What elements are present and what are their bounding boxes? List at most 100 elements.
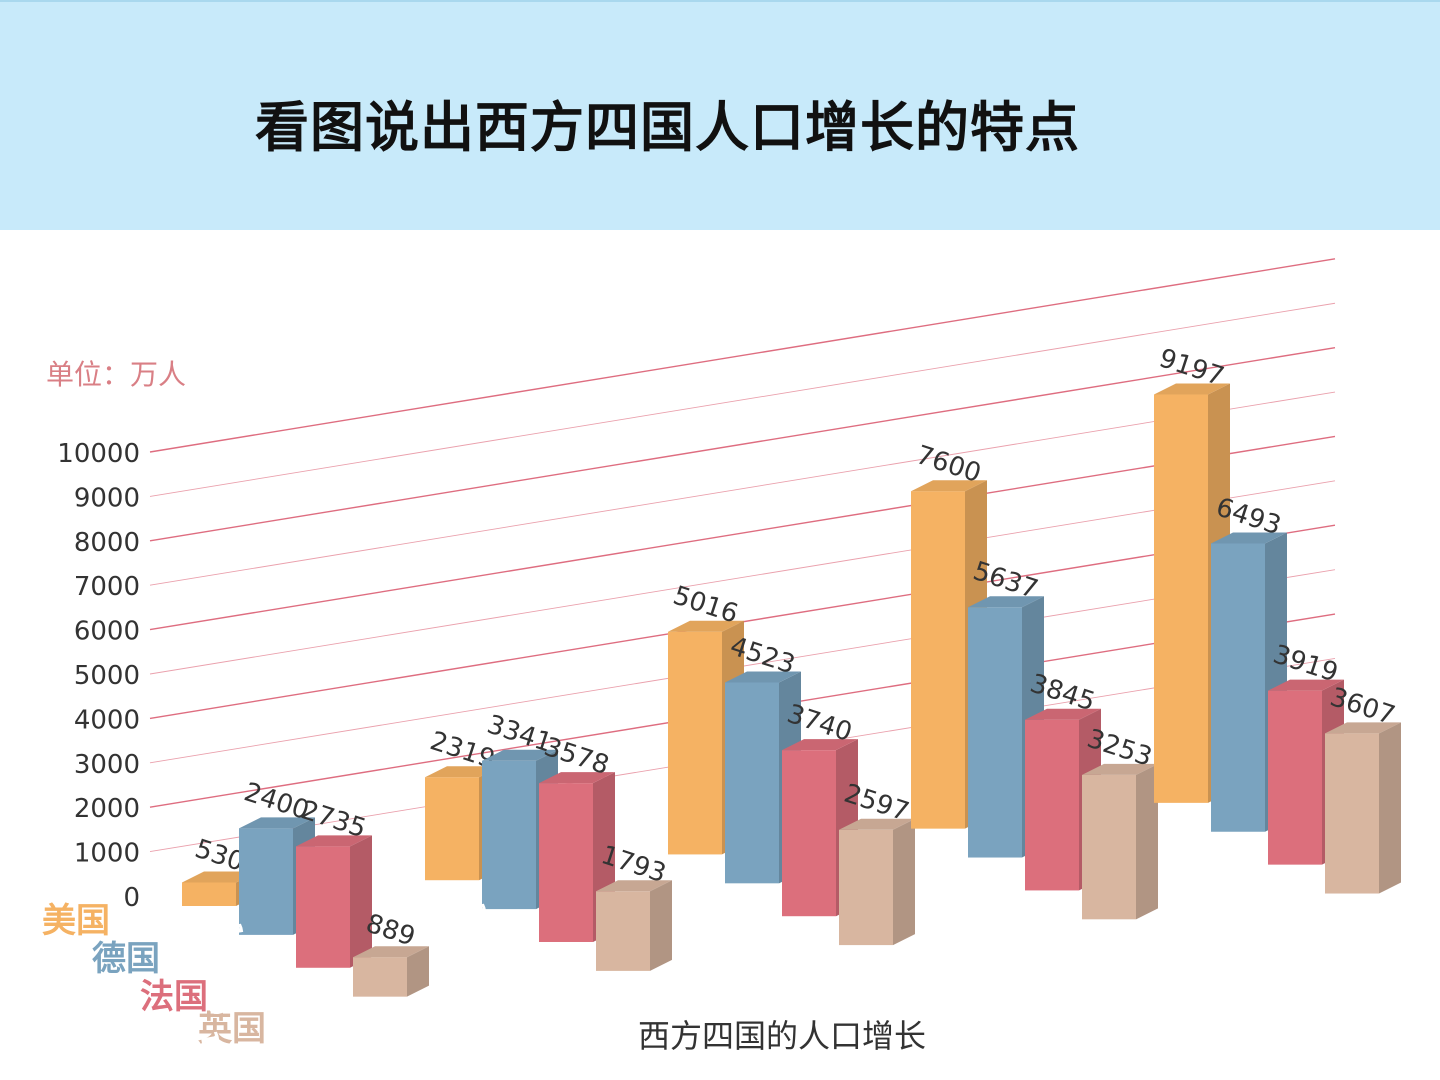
year-digit: 1	[1174, 916, 1204, 937]
bar-front	[1325, 733, 1379, 894]
bar-2-0	[296, 835, 372, 968]
bar-front	[596, 891, 650, 971]
bar-front	[1025, 719, 1079, 891]
y-tick-label: 9000	[74, 483, 140, 513]
bar-front	[911, 491, 965, 829]
year-digit: 1	[194, 1028, 224, 1049]
grid-layer	[149, 258, 1336, 853]
grid-line	[149, 346, 1336, 542]
bar-front	[353, 957, 407, 997]
bar-0-3	[911, 480, 987, 829]
grid-line	[149, 258, 1336, 453]
year-digit: 5	[445, 976, 475, 997]
year-digit: 9	[939, 898, 969, 919]
year-digit: 1	[704, 880, 734, 901]
bar-front	[482, 760, 536, 910]
series-label: 法国	[140, 977, 208, 1017]
bar-front	[239, 828, 293, 935]
year-digit: 0	[202, 996, 232, 1017]
bar-3-3	[1082, 763, 1158, 920]
y-tick-layer: 0 1000 2000 3000 4000 5000 6000 7000 8000 9000 100…	[57, 439, 140, 913]
year-digit: 8	[688, 956, 718, 977]
year-digit: 9	[1182, 878, 1212, 899]
bar-top	[668, 620, 744, 632]
bar-top	[296, 835, 372, 847]
bar-front	[182, 882, 236, 906]
bar-top	[782, 739, 858, 751]
bar-front	[839, 829, 893, 946]
bar-0-4	[1154, 383, 1230, 803]
year-digit: 1	[947, 860, 977, 881]
bar-top	[1025, 708, 1101, 720]
grid-line	[149, 435, 1336, 631]
chart-caption: 西方四国的人口增长	[638, 1017, 926, 1055]
bar-side	[1136, 763, 1158, 920]
grid-line	[149, 302, 1336, 497]
y-tick-label: 6000	[74, 617, 140, 647]
bar-front	[296, 846, 350, 968]
series-label: 英国	[198, 1009, 266, 1049]
bar-front	[1211, 543, 1265, 832]
bar-front	[725, 682, 779, 884]
y-tick-label: 7000	[74, 572, 140, 602]
year-digit: 1	[1190, 840, 1220, 861]
bar-front	[782, 750, 836, 917]
year-digit: 8	[696, 918, 726, 939]
bar-top	[1082, 763, 1158, 775]
year-digit: 8	[210, 958, 240, 979]
y-tick-label: 1000	[74, 839, 140, 869]
bar-front	[539, 783, 593, 942]
year-digit: 1	[218, 920, 248, 941]
year-digit: 1	[923, 968, 953, 989]
bar-front	[968, 607, 1022, 858]
bar-side	[650, 880, 672, 971]
bar-top	[968, 596, 1044, 608]
bar-front	[425, 777, 479, 881]
year-digit: 1	[1166, 948, 1196, 969]
bar-top	[1154, 383, 1230, 395]
year-digit: 1	[437, 1008, 467, 1029]
bar-3-4	[1325, 722, 1401, 894]
y-tick-label: 10000	[57, 439, 140, 469]
bar-side	[407, 946, 429, 997]
year-digit: 0	[931, 936, 961, 957]
bar-top	[353, 946, 429, 958]
title-banner: 看图说出西方四国人口增长的特点	[0, 0, 1440, 230]
bar-3-2	[839, 818, 915, 946]
y-tick-label: 4000	[74, 705, 140, 735]
bar-top	[239, 817, 315, 829]
bar-front	[1154, 394, 1208, 803]
bar-top	[1325, 722, 1401, 734]
bar-top	[911, 480, 987, 492]
bar-top	[596, 880, 672, 892]
y-tick-label: 8000	[74, 528, 140, 558]
population-chart: 0100020003000400050006000700080009000100…	[42, 258, 1401, 1055]
bar-3-0	[353, 946, 429, 997]
year-digit: 1	[461, 900, 491, 921]
bar-top	[482, 749, 558, 761]
bar-top	[1268, 679, 1344, 691]
grid-line	[149, 391, 1336, 586]
y-tick-label: 5000	[74, 661, 140, 691]
series-label: 德国	[92, 939, 160, 979]
series-label: 美国	[42, 901, 110, 941]
bar-3-1	[596, 880, 672, 971]
y-tick-label: 2000	[74, 794, 140, 824]
unit-label: 单位：万人	[46, 358, 186, 391]
year-digit: 8	[453, 938, 483, 959]
y-tick-label: 3000	[74, 750, 140, 780]
bar-front	[668, 631, 722, 855]
y-tick-label: 0	[123, 883, 140, 913]
bar-top	[839, 818, 915, 830]
bar-front	[1268, 690, 1322, 865]
bar-top	[1211, 532, 1287, 544]
bar-layer: 5302400273588923193341357817935016452337…	[42, 343, 1401, 1049]
bar-top	[539, 772, 615, 784]
year-digit: 1	[680, 988, 710, 1009]
slide-title: 看图说出西方四国人口增长的特点	[255, 96, 1080, 159]
bar-side	[1379, 722, 1401, 894]
bar-top	[725, 671, 801, 683]
bar-side	[350, 835, 372, 968]
bar-side	[893, 818, 915, 946]
grid-line	[149, 480, 1336, 675]
